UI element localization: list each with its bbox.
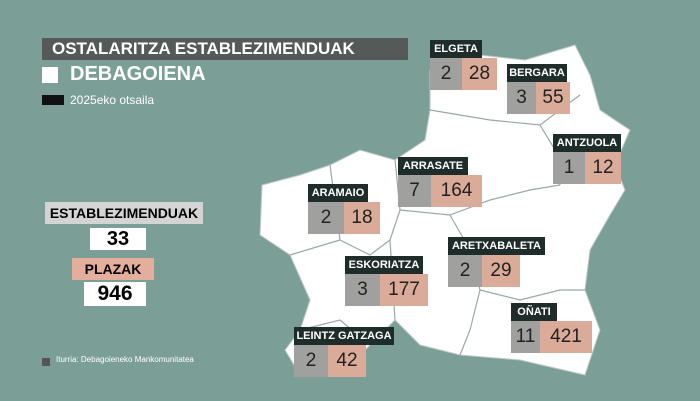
town-name: ANTZUOLA [553,134,621,152]
town-establishments: 2 [430,58,462,90]
places-total: 946 [84,282,146,306]
town-places: 42 [328,345,366,377]
town-places: 177 [380,274,428,306]
town-name: LEINTZ GATZAGA [294,327,394,345]
town-establishments: 1 [553,152,585,184]
town-places: 55 [536,82,570,114]
source: Iturria: Debagoieneko Mankomunitatea [56,355,194,364]
region-name: DEBAGOIENA [70,63,206,85]
title: OSTALARITZA ESTABLEZIMENDUAK [42,38,408,60]
town-establishments: 7 [398,175,431,207]
town-establishments: 2 [448,255,482,287]
town-places: 421 [540,321,592,353]
establishments-total: 33 [90,228,146,250]
date-swatch [42,95,64,105]
town-places: 164 [431,175,482,207]
town-places: 28 [462,58,497,90]
establishments-label: ESTABLEZIMENDUAK [45,202,203,224]
town-establishments: 2 [294,345,328,377]
town-name: ESKORIATZA [345,256,423,274]
town-establishments: 11 [511,321,540,353]
town-name: BERGARA [507,64,567,82]
town-name: ARRASATE [398,157,468,175]
town-establishments: 3 [345,274,380,306]
town-establishments: 3 [507,82,536,114]
town-name: ARETXABALETA [448,237,545,255]
town-places: 12 [585,152,621,184]
town-places: 18 [344,202,380,234]
town-name: ELGETA [430,40,482,58]
town-name: ARAMAIO [308,184,368,202]
region-swatch [42,67,58,83]
town-name: OÑATI [511,303,557,321]
date: 2025eko otsaila [70,93,155,107]
town-establishments: 2 [308,202,344,234]
places-label: PLAZAK [72,258,154,280]
town-places: 29 [482,255,520,287]
source-swatch [42,358,50,366]
